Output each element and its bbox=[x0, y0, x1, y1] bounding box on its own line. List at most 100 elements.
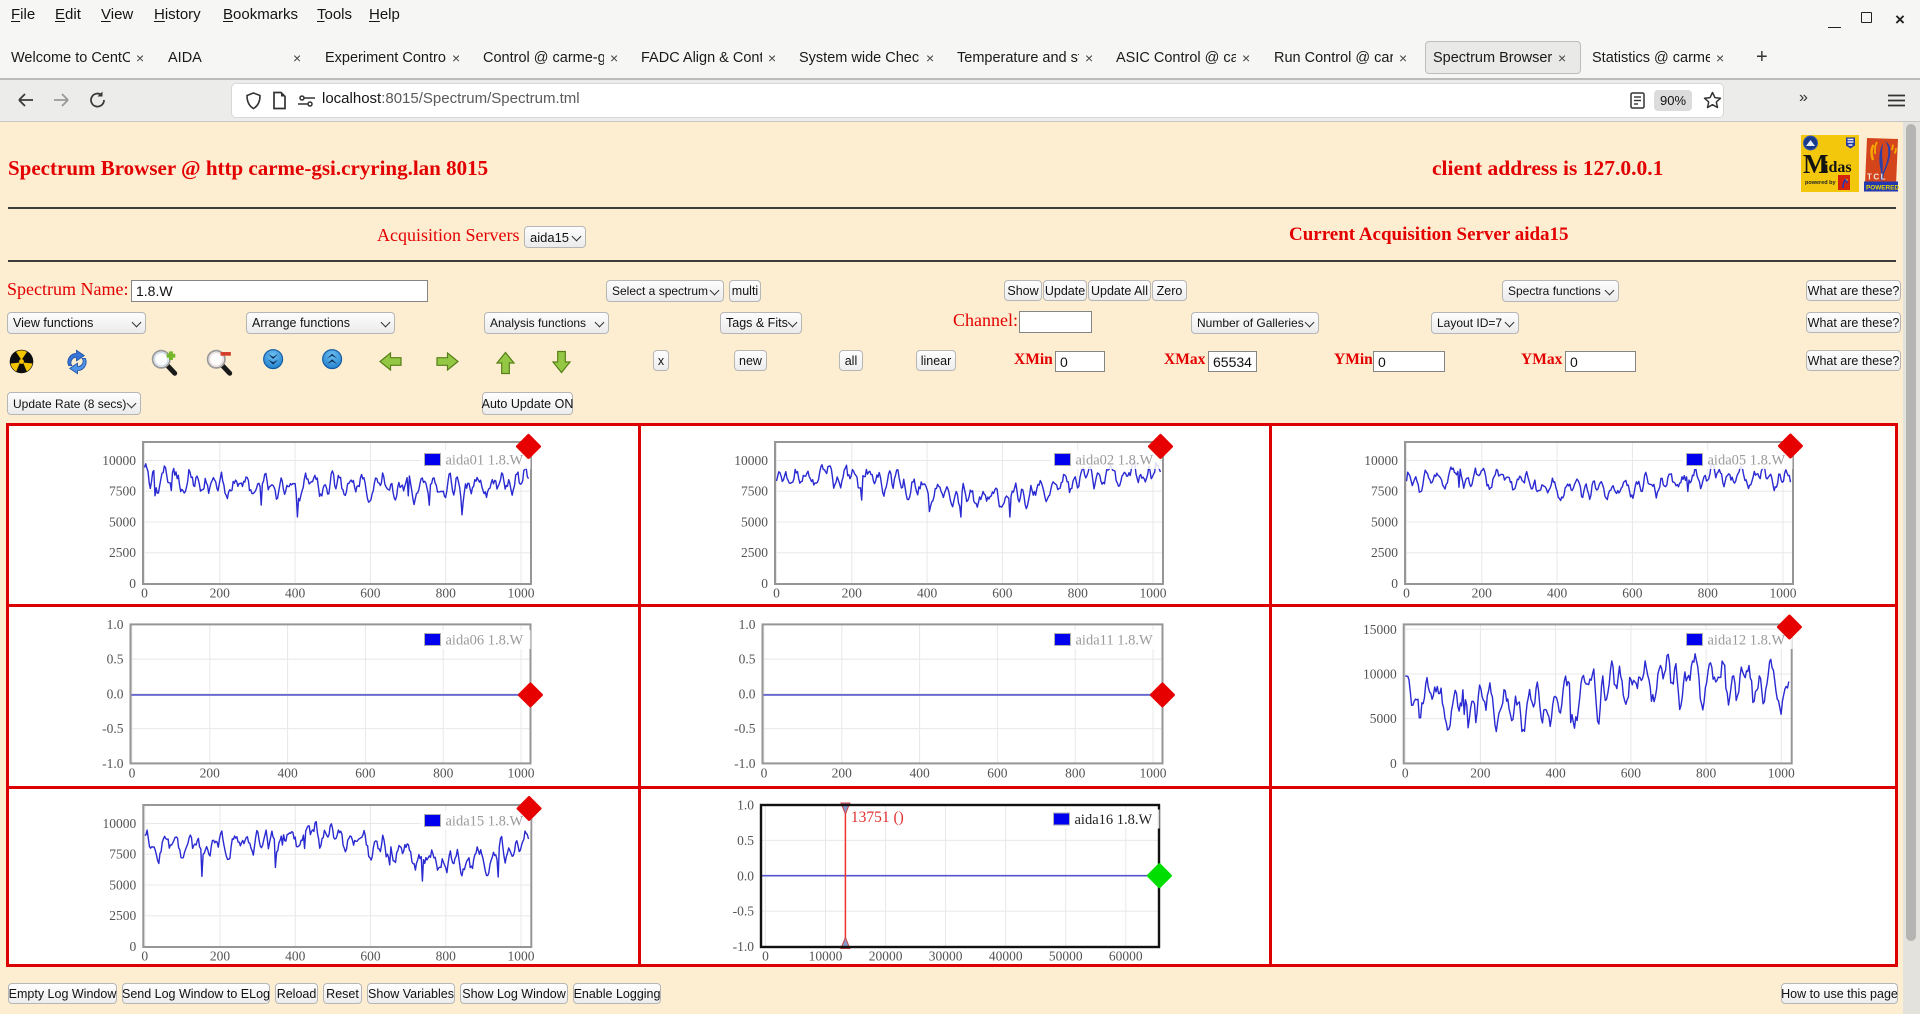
svg-text:0: 0 bbox=[130, 939, 137, 954]
svg-text:200: 200 bbox=[200, 765, 221, 780]
svg-text:0.5: 0.5 bbox=[107, 652, 124, 667]
svg-text:10000: 10000 bbox=[1363, 667, 1397, 682]
svg-text:2500: 2500 bbox=[109, 908, 136, 923]
svg-text:0: 0 bbox=[761, 765, 768, 780]
svg-text:800: 800 bbox=[433, 765, 454, 780]
svg-text:1.0: 1.0 bbox=[107, 617, 124, 632]
svg-text:40000: 40000 bbox=[989, 949, 1023, 964]
svg-text:0: 0 bbox=[761, 576, 768, 591]
svg-text:600: 600 bbox=[355, 765, 376, 780]
svg-text:200: 200 bbox=[832, 765, 853, 780]
svg-text:200: 200 bbox=[210, 949, 231, 964]
svg-text:1000: 1000 bbox=[1140, 586, 1167, 601]
svg-text:600: 600 bbox=[992, 586, 1013, 601]
svg-text:M: M bbox=[1803, 149, 1828, 179]
svg-text:-0.5: -0.5 bbox=[733, 904, 755, 919]
svg-text:aida16 1.8.W: aida16 1.8.W bbox=[1075, 812, 1153, 828]
svg-text:aida01 1.8.W: aida01 1.8.W bbox=[446, 453, 524, 469]
svg-text:30000: 30000 bbox=[929, 949, 963, 964]
svg-text:1000: 1000 bbox=[1140, 765, 1167, 780]
svg-text:1000: 1000 bbox=[1768, 765, 1795, 780]
svg-text:0.0: 0.0 bbox=[737, 868, 754, 883]
svg-text:2500: 2500 bbox=[741, 545, 768, 560]
svg-text:0: 0 bbox=[1391, 576, 1398, 591]
svg-text:0.5: 0.5 bbox=[739, 652, 756, 667]
svg-text:600: 600 bbox=[360, 586, 381, 601]
svg-text:200: 200 bbox=[210, 586, 231, 601]
svg-text:800: 800 bbox=[1696, 765, 1717, 780]
svg-text:10000: 10000 bbox=[1364, 453, 1398, 468]
svg-text:0: 0 bbox=[1403, 586, 1410, 601]
svg-text:400: 400 bbox=[1545, 765, 1566, 780]
svg-text:400: 400 bbox=[909, 765, 930, 780]
svg-text:600: 600 bbox=[1622, 586, 1643, 601]
svg-text:13751 (): 13751 () bbox=[851, 809, 904, 826]
svg-text:1.0: 1.0 bbox=[739, 617, 756, 632]
svg-text:400: 400 bbox=[917, 586, 938, 601]
svg-text:1000: 1000 bbox=[1770, 586, 1797, 601]
svg-text:200: 200 bbox=[1470, 765, 1491, 780]
svg-text:0.0: 0.0 bbox=[739, 686, 756, 701]
svg-text:-0.5: -0.5 bbox=[102, 721, 124, 736]
svg-text:800: 800 bbox=[436, 586, 457, 601]
svg-text:5000: 5000 bbox=[109, 878, 136, 893]
svg-text:400: 400 bbox=[285, 949, 306, 964]
svg-text:10000: 10000 bbox=[809, 949, 843, 964]
svg-text:10000: 10000 bbox=[102, 453, 136, 468]
svg-text:POWERED: POWERED bbox=[1866, 185, 1899, 192]
svg-text:5000: 5000 bbox=[1370, 711, 1397, 726]
svg-text:800: 800 bbox=[1068, 586, 1089, 601]
svg-text:600: 600 bbox=[987, 765, 1008, 780]
svg-text:7500: 7500 bbox=[109, 847, 136, 862]
svg-text:1.0: 1.0 bbox=[737, 798, 754, 813]
svg-text:1000: 1000 bbox=[508, 949, 535, 964]
svg-text:aida06 1.8.W: aida06 1.8.W bbox=[446, 633, 524, 649]
svg-text:5000: 5000 bbox=[1371, 515, 1398, 530]
svg-text:-0.5: -0.5 bbox=[734, 721, 756, 736]
svg-text:600: 600 bbox=[1621, 765, 1642, 780]
svg-text:400: 400 bbox=[285, 586, 306, 601]
svg-text:-1.0: -1.0 bbox=[733, 939, 755, 954]
svg-text:5000: 5000 bbox=[109, 515, 136, 530]
svg-text:aida02 1.8.W: aida02 1.8.W bbox=[1076, 453, 1154, 469]
svg-text:0: 0 bbox=[129, 765, 136, 780]
svg-text:aida15 1.8.W: aida15 1.8.W bbox=[446, 814, 524, 830]
svg-text:200: 200 bbox=[1472, 586, 1493, 601]
svg-text:200: 200 bbox=[842, 586, 863, 601]
svg-text:2500: 2500 bbox=[109, 545, 136, 560]
svg-text:aida05 1.8.W: aida05 1.8.W bbox=[1708, 453, 1786, 469]
svg-text:aida11 1.8.W: aida11 1.8.W bbox=[1076, 633, 1153, 649]
svg-text:2500: 2500 bbox=[1371, 545, 1398, 560]
svg-text:aida12 1.8.W: aida12 1.8.W bbox=[1708, 633, 1786, 649]
svg-text:800: 800 bbox=[1065, 765, 1086, 780]
svg-text:0: 0 bbox=[141, 949, 148, 964]
svg-text:0: 0 bbox=[762, 949, 769, 964]
svg-text:0: 0 bbox=[773, 586, 780, 601]
svg-text:800: 800 bbox=[1698, 586, 1719, 601]
svg-text:600: 600 bbox=[360, 949, 381, 964]
svg-text:0: 0 bbox=[141, 586, 148, 601]
svg-text:0: 0 bbox=[1402, 765, 1409, 780]
svg-text:60000: 60000 bbox=[1109, 949, 1143, 964]
svg-text:800: 800 bbox=[436, 949, 457, 964]
svg-text:0.5: 0.5 bbox=[737, 833, 754, 848]
svg-text:TCL: TCL bbox=[1867, 173, 1887, 182]
svg-text:7500: 7500 bbox=[1371, 484, 1398, 499]
svg-text:400: 400 bbox=[1547, 586, 1568, 601]
svg-text:10000: 10000 bbox=[734, 453, 768, 468]
svg-text:15000: 15000 bbox=[1363, 622, 1397, 637]
svg-text:powered by: powered by bbox=[1805, 180, 1837, 186]
svg-text:1000: 1000 bbox=[508, 765, 535, 780]
svg-text:10000: 10000 bbox=[103, 816, 137, 831]
svg-text:7500: 7500 bbox=[741, 484, 768, 499]
svg-text:50000: 50000 bbox=[1049, 949, 1083, 964]
svg-text:-1.0: -1.0 bbox=[102, 756, 124, 771]
svg-text:7500: 7500 bbox=[109, 484, 136, 499]
svg-text:idas: idas bbox=[1824, 159, 1852, 176]
svg-text:400: 400 bbox=[277, 765, 298, 780]
svg-text:0.0: 0.0 bbox=[107, 686, 124, 701]
svg-text:1000: 1000 bbox=[508, 586, 535, 601]
svg-text:20000: 20000 bbox=[869, 949, 903, 964]
svg-text:0: 0 bbox=[1390, 756, 1397, 771]
svg-text:0: 0 bbox=[129, 576, 136, 591]
